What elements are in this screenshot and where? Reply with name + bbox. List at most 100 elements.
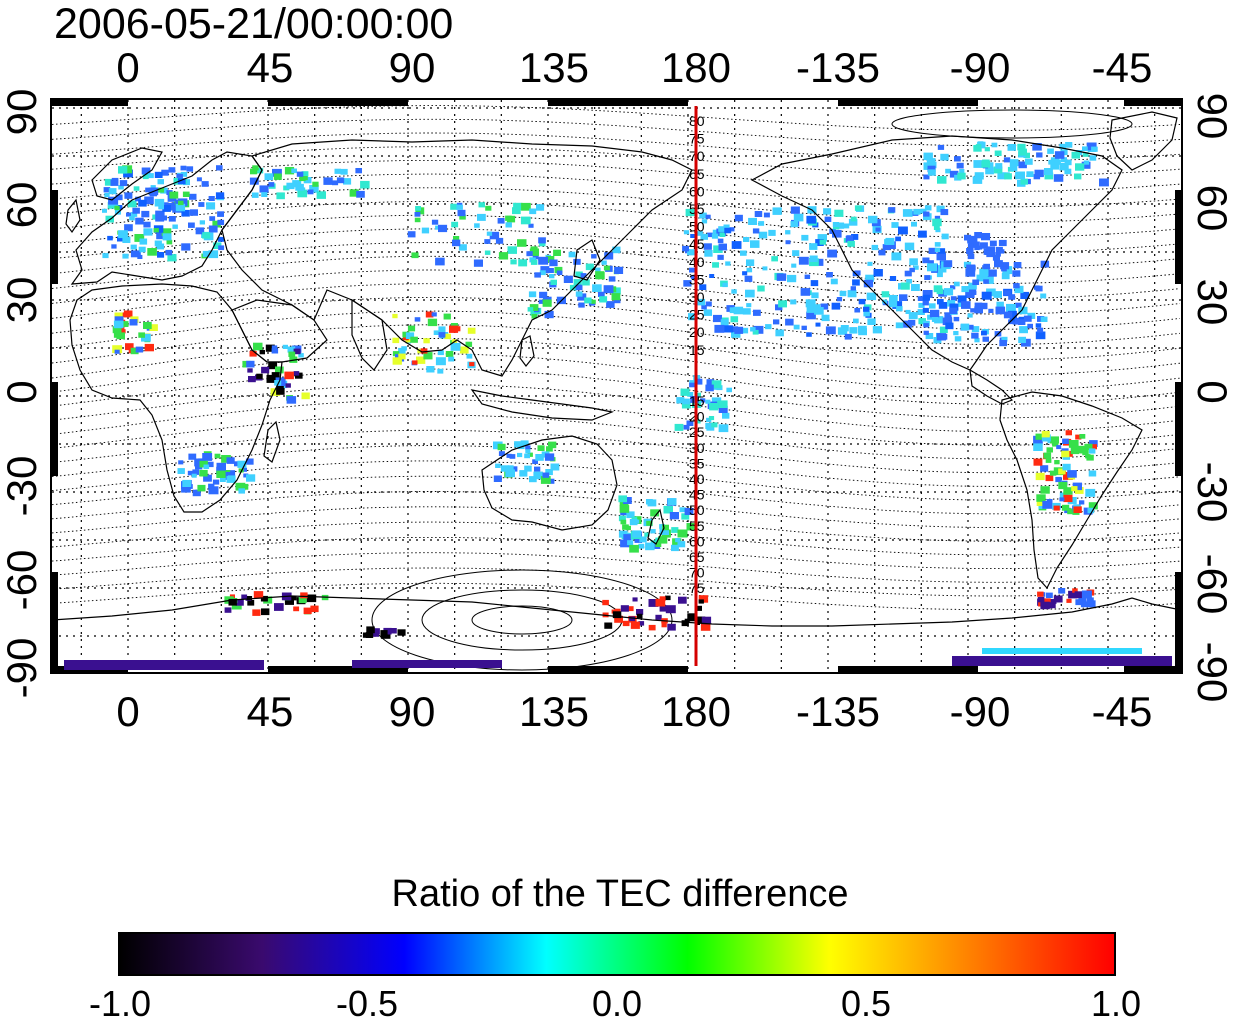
tec-cell bbox=[435, 225, 441, 230]
tec-cell bbox=[301, 171, 309, 177]
tec-cell bbox=[158, 204, 164, 210]
tec-cell bbox=[247, 600, 255, 606]
left-lat-tick-minus90: -90 bbox=[0, 637, 45, 699]
tec-cell bbox=[939, 326, 948, 333]
tec-cell bbox=[632, 597, 638, 602]
tec-cell bbox=[525, 449, 531, 454]
tec-cell bbox=[787, 274, 797, 283]
tec-cell bbox=[683, 280, 692, 287]
tec-cell bbox=[431, 219, 439, 225]
tec-cell bbox=[527, 452, 533, 457]
tec-cell bbox=[954, 156, 961, 162]
tec-cell bbox=[612, 246, 621, 254]
tec-cell bbox=[627, 540, 634, 546]
lat-lon-grid bbox=[52, 100, 1181, 672]
tec-cell bbox=[981, 233, 991, 241]
tec-cell bbox=[937, 176, 947, 184]
tec-cell bbox=[675, 538, 681, 543]
tec-cell bbox=[249, 177, 259, 185]
contour-ellipse bbox=[471, 605, 573, 635]
tec-cell bbox=[450, 342, 461, 351]
tec-cell bbox=[157, 187, 165, 193]
tec-cell bbox=[198, 202, 205, 207]
tec-cell bbox=[397, 629, 406, 636]
tec-cell bbox=[569, 284, 577, 291]
tec-cell bbox=[819, 239, 826, 245]
tec-cell bbox=[900, 282, 910, 290]
tec-cell bbox=[138, 332, 145, 338]
tec-cell bbox=[1063, 494, 1073, 503]
tec-cell bbox=[532, 254, 539, 260]
tec-cell bbox=[192, 469, 200, 475]
tec-cell bbox=[943, 260, 953, 268]
contour-line bbox=[52, 173, 1181, 208]
contour-line bbox=[52, 118, 1181, 147]
tec-cell bbox=[1065, 430, 1072, 436]
tec-cell bbox=[850, 286, 856, 291]
tec-cell bbox=[284, 371, 294, 380]
tec-cell bbox=[119, 180, 128, 187]
tec-cell bbox=[905, 309, 911, 314]
tec-cell bbox=[867, 318, 876, 325]
tec-cell bbox=[717, 238, 724, 244]
tec-cell bbox=[889, 295, 898, 302]
tec-cell bbox=[176, 173, 183, 180]
tec-cell bbox=[922, 257, 930, 264]
tec-cell bbox=[1018, 319, 1026, 325]
tec-cell bbox=[1007, 310, 1017, 318]
tec-cell bbox=[542, 472, 550, 478]
tec-cell bbox=[1037, 591, 1044, 597]
tec-cell bbox=[547, 268, 554, 273]
tec-cell bbox=[603, 285, 614, 294]
tec-cell bbox=[545, 469, 553, 476]
tec-cell bbox=[297, 189, 308, 198]
tec-cell bbox=[1004, 290, 1011, 296]
map-datetime-title: 2006-05-21/00:00:00 bbox=[54, 0, 454, 48]
tec-cell bbox=[1079, 434, 1086, 439]
tec-cell bbox=[137, 254, 143, 259]
tec-cell bbox=[287, 346, 296, 353]
tec-cell bbox=[206, 461, 214, 468]
tec-cell bbox=[917, 296, 924, 301]
coast-north-america bbox=[750, 135, 1123, 371]
contour-line bbox=[52, 521, 1181, 556]
tec-cell bbox=[932, 218, 942, 227]
tec-cell bbox=[705, 399, 711, 404]
tec-cell bbox=[1040, 601, 1050, 610]
tec-cell bbox=[134, 234, 145, 242]
tec-cell bbox=[532, 459, 538, 464]
tec-cell bbox=[203, 474, 212, 482]
tec-cell bbox=[696, 298, 706, 306]
tec-cell bbox=[934, 316, 944, 324]
tec-cell bbox=[459, 214, 466, 220]
tec-cell bbox=[995, 306, 1006, 315]
tec-cell bbox=[595, 267, 601, 272]
tec-cell bbox=[529, 208, 537, 215]
tec-cell bbox=[848, 218, 858, 226]
tec-cell bbox=[722, 282, 728, 288]
tec-cell bbox=[132, 207, 140, 214]
contour-line bbox=[52, 228, 1181, 269]
tec-cell bbox=[694, 392, 701, 398]
tec-cell bbox=[634, 536, 643, 543]
tec-cell bbox=[563, 275, 573, 283]
tec-cell bbox=[1009, 165, 1018, 171]
tec-cell bbox=[443, 313, 451, 320]
tec-cell bbox=[619, 505, 630, 513]
tec-cell bbox=[763, 212, 770, 218]
tec-cell bbox=[585, 263, 594, 271]
tec-cell bbox=[484, 250, 491, 255]
tec-cell bbox=[929, 303, 936, 309]
tec-cell bbox=[868, 215, 878, 224]
coast-central-america bbox=[969, 368, 1014, 405]
colorbar-tick-1: 1.0 bbox=[1090, 983, 1142, 1024]
tec-cell bbox=[534, 272, 541, 278]
tec-cell bbox=[537, 445, 545, 451]
tec-cell bbox=[1043, 598, 1051, 605]
tec-cell bbox=[830, 278, 838, 285]
tec-cell bbox=[638, 621, 645, 626]
tec-cell bbox=[679, 507, 686, 513]
tec-cell bbox=[699, 284, 707, 290]
world-map-canvas: 8075706560555045403530252015152025303540… bbox=[52, 100, 1181, 672]
tec-cell bbox=[754, 211, 763, 217]
